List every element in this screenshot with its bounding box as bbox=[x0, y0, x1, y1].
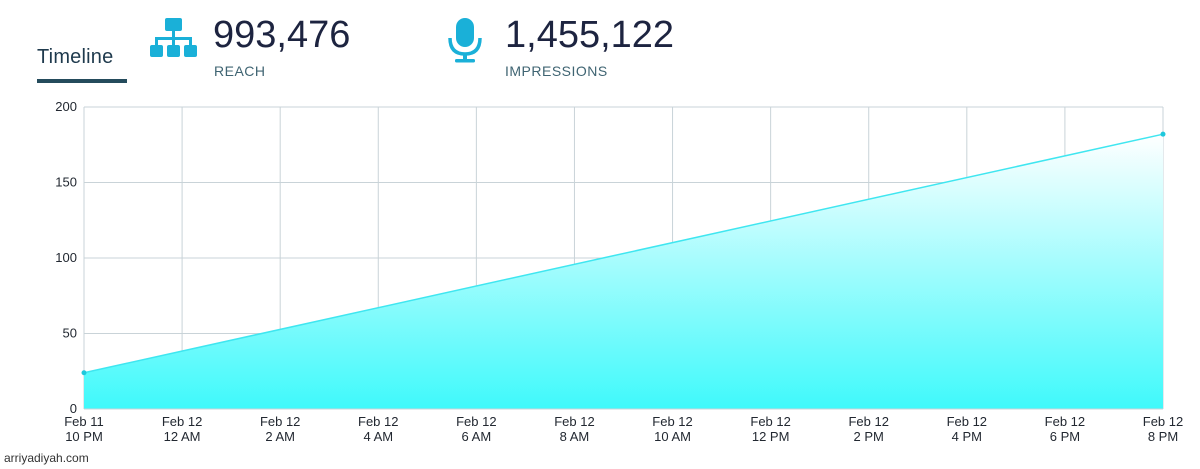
x-tick-label: Feb 12 2 AM bbox=[260, 414, 300, 444]
x-tick-label: Feb 12 6 PM bbox=[1045, 414, 1085, 444]
tab-timeline[interactable]: Timeline bbox=[37, 46, 114, 68]
y-tick-label: 50 bbox=[63, 326, 77, 341]
x-tick-label: Feb 12 2 PM bbox=[848, 414, 888, 444]
y-tick-label: 0 bbox=[70, 401, 77, 416]
x-tick-label: Feb 12 10 AM bbox=[652, 414, 692, 444]
data-point bbox=[81, 370, 87, 376]
microphone-icon bbox=[447, 18, 483, 69]
reach-value: 993,476 bbox=[213, 14, 351, 56]
x-tick-label: Feb 12 6 AM bbox=[456, 414, 496, 444]
area-fill bbox=[84, 134, 1163, 409]
watermark: arriyadiyah.com bbox=[4, 451, 89, 465]
y-tick-label: 150 bbox=[55, 175, 77, 190]
x-tick-label: Feb 12 12 PM bbox=[750, 414, 790, 444]
x-tick-label: Feb 12 4 PM bbox=[947, 414, 987, 444]
x-axis: Feb 11 10 PM Feb 12 12 AM Feb 12 2 AM Feb 12 4 … bbox=[64, 414, 1183, 444]
sitemap-icon bbox=[150, 18, 198, 65]
y-axis: 0 50 100 150 200 bbox=[55, 99, 77, 416]
reach-label: REACH bbox=[214, 63, 266, 79]
x-tick-label: Feb 12 12 AM bbox=[162, 414, 202, 444]
impressions-label: IMPRESSIONS bbox=[505, 63, 608, 79]
data-point bbox=[1160, 131, 1166, 137]
impressions-value: 1,455,122 bbox=[505, 14, 675, 56]
series-line bbox=[83, 133, 1164, 374]
y-tick-label: 200 bbox=[55, 99, 77, 114]
active-tab-indicator bbox=[37, 79, 127, 83]
x-tick-label: Feb 12 8 PM bbox=[1143, 414, 1183, 444]
x-tick-label: Feb 12 4 AM bbox=[358, 414, 398, 444]
chart-area-series bbox=[81, 131, 1166, 410]
y-tick-label: 100 bbox=[55, 250, 77, 265]
x-tick-label: Feb 12 8 AM bbox=[554, 414, 594, 444]
x-tick-label: Feb 11 10 PM bbox=[64, 414, 104, 444]
